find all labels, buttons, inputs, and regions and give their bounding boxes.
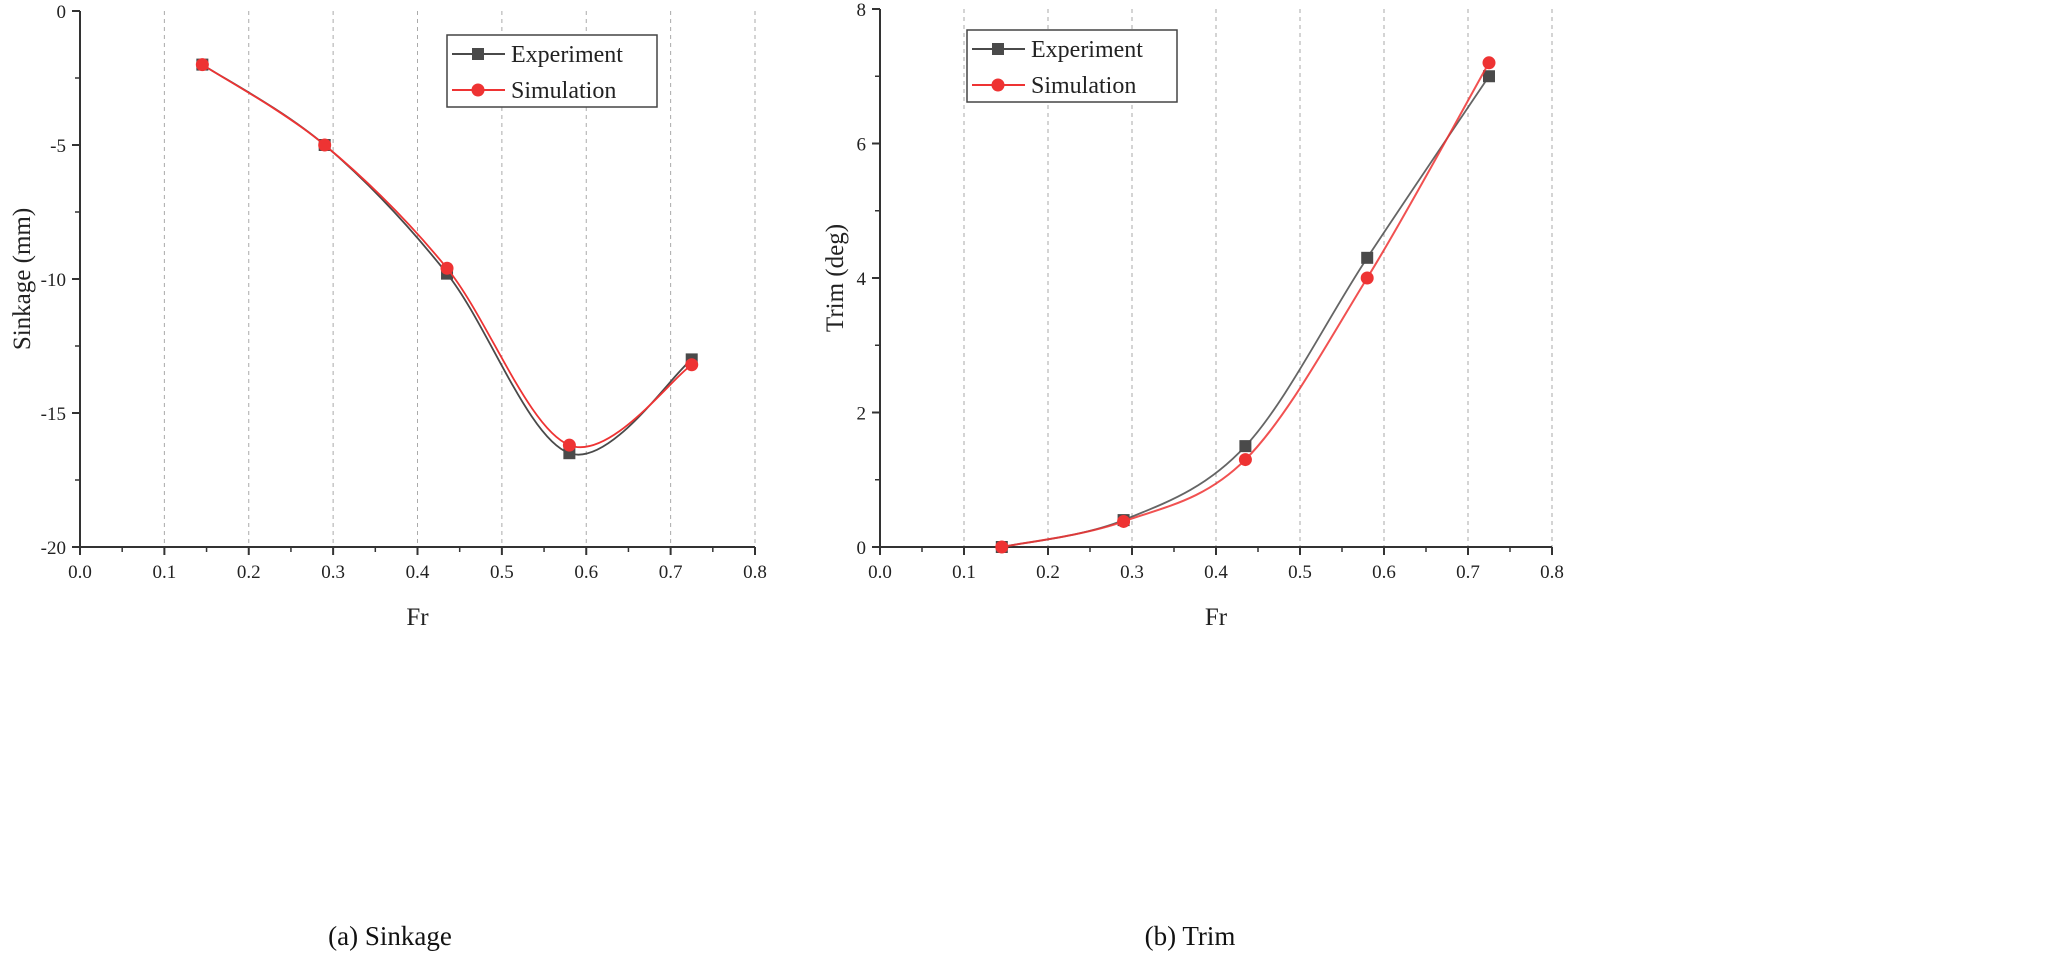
x-tick-label: 0.2 [237,562,261,583]
data-point-circle [995,540,1009,554]
x-tick-label: 0.7 [659,562,683,583]
experiment-line [201,63,693,456]
x-tick-label: 0.8 [1540,562,1564,583]
data-point-circle [1482,56,1496,70]
y-tick-label: 2 [857,404,867,425]
y-tick-label: 4 [857,269,867,290]
x-tick-label: 0.5 [490,562,514,583]
x-axis-label: Fr [1205,604,1228,631]
simulation-line [1001,62,1490,548]
series-simulation [195,58,699,452]
data-point-square [1239,440,1252,453]
x-tick-label: 0.8 [743,562,767,583]
data-point-square [1361,251,1374,264]
legend-label: Experiment [1031,37,1143,63]
series-experiment [196,58,698,460]
x-tick-label: 0.3 [1120,562,1144,583]
legend: Experiment Simulation [966,29,1178,103]
x-tick-label: 0.2 [1036,562,1060,583]
chart-sinkage: 0.0 0.1 0.2 0.3 0.4 0.5 0.6 0.7 0.8 0 -5 -10 -15 -20 F… [9,2,767,951]
x-tick-label: 0.5 [1288,562,1312,583]
y-tick-label: -20 [41,538,66,559]
series-experiment [995,70,1495,553]
y-tick-label: 0 [57,2,67,23]
y-tick-label: 0 [857,538,867,559]
x-axis-label: Fr [406,604,429,631]
y-axis-label: Sinkage (mm) [9,208,36,350]
y-tick-label: 8 [857,0,867,21]
data-point-circle [1360,271,1374,285]
data-point-circle [1238,453,1252,467]
chart-trim: 0.0 0.1 0.2 0.3 0.4 0.5 0.6 0.7 0.8 0 2 4 6 8 Fr Trim (… [822,0,1564,951]
data-point-circle [562,438,576,452]
legend-label: Simulation [511,78,616,104]
data-point-circle [440,261,454,275]
x-tick-label: 0.4 [1204,562,1228,583]
x-tick-label: 0.0 [68,562,92,583]
legend-box [446,34,658,108]
legend-label: Simulation [1031,73,1136,99]
x-tick-label: 0.6 [574,562,598,583]
legend-circle-icon [471,83,485,97]
figure-caption: (b) Trim [1145,921,1236,951]
y-axis-label: Trim (deg) [822,224,849,332]
y-tick-label: -10 [41,270,66,291]
data-point-circle [1117,514,1131,528]
x-tick-label: 0.6 [1372,562,1396,583]
x-tick-label: 0.7 [1456,562,1480,583]
x-tick-label: 0.1 [153,562,177,583]
x-tick-label: 0.0 [868,562,892,583]
x-tick-label: 0.4 [406,562,430,583]
y-tick-label: -15 [41,404,66,425]
series-simulation [995,56,1496,554]
y-tick-label: -5 [50,136,66,157]
data-point-circle [685,358,699,372]
simulation-line [201,63,693,449]
data-point-square [1483,70,1495,83]
data-point-circle [195,58,209,72]
y-tick-label: 6 [857,135,867,156]
legend-label: Experiment [511,42,623,68]
figure-caption: (a) Sinkage [328,921,452,951]
legend: Experiment Simulation [446,34,658,108]
data-point-circle [318,138,332,152]
x-tick-label: 0.1 [952,562,976,583]
legend-circle-icon [991,78,1005,92]
legend-square-icon [472,48,484,60]
experiment-line [1001,75,1490,548]
x-tick-label: 0.3 [321,562,345,583]
legend-square-icon [992,43,1004,55]
